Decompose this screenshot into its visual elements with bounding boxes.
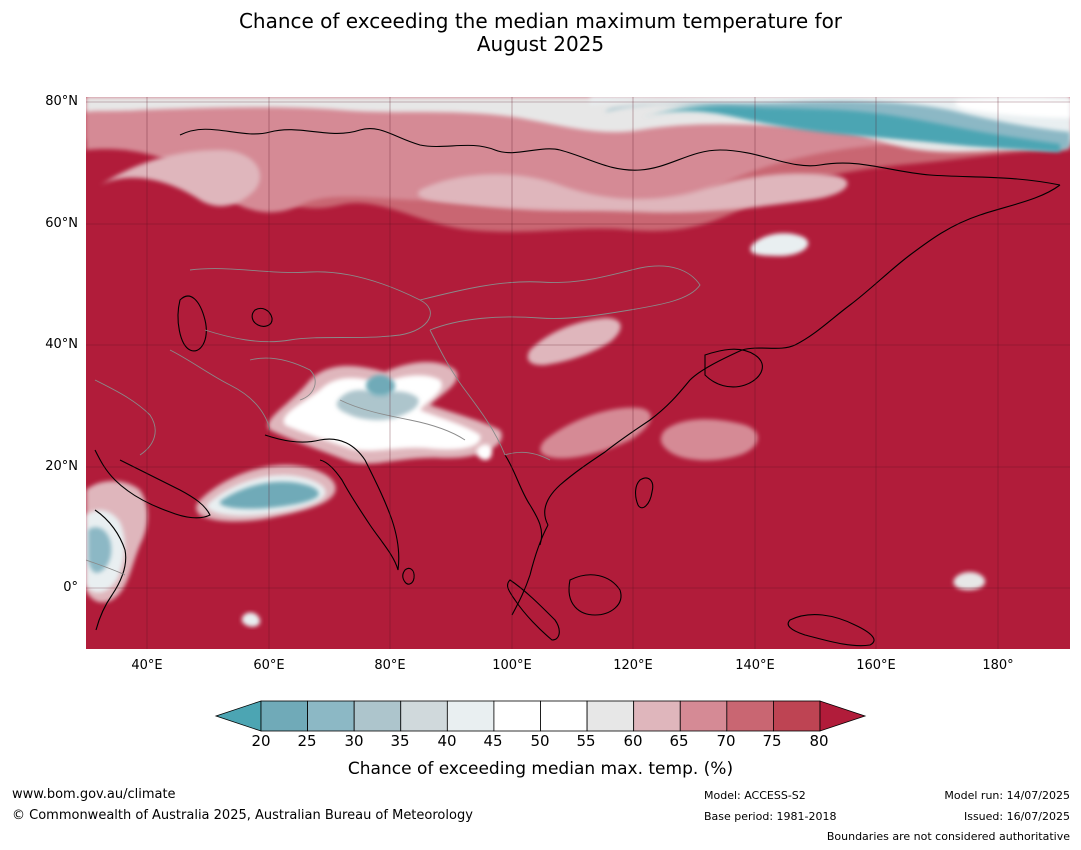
colorbar-tick-55: 55 (576, 732, 596, 750)
colorbar-tick-50: 50 (530, 732, 550, 750)
longitude-label-40e: 40°E (131, 658, 163, 673)
border-iran (169, 349, 271, 431)
latitude-label-equator: 0° (63, 580, 78, 595)
contour-25-tibet (365, 374, 396, 396)
border-mongolia-china (419, 265, 701, 331)
coastline-philippines (635, 477, 654, 509)
border-africa (86, 559, 126, 576)
latitude-label-40n: 40°N (45, 337, 78, 352)
footer-model-run: Model run: 14/07/2025 (944, 789, 1070, 802)
longitude-label-140e: 140°E (735, 658, 775, 673)
coastline-indochina (504, 454, 543, 546)
colorbar-cells (214, 700, 867, 732)
probability-contours (86, 97, 1070, 627)
colorbar-tick-45: 45 (483, 732, 503, 750)
footer-issued: Issued: 16/07/2025 (963, 810, 1070, 823)
footer-disclaimer: Boundaries are not considered authoritat… (826, 830, 1070, 843)
contour-60-northern-china (527, 318, 621, 366)
longitude-label-160e: 160°E (856, 658, 896, 673)
colorbar-cell-75-80 (773, 700, 821, 732)
contour-60-indian-ocean (241, 612, 261, 627)
coastline-east-asia (544, 349, 743, 526)
colorbar-tick-35: 35 (390, 732, 410, 750)
border-china-south (429, 329, 506, 456)
contour-35-tibet (336, 390, 419, 421)
coastline-india (264, 434, 400, 571)
latitude-label-60n: 60°N (45, 216, 78, 231)
footer-base-period: Base period: 1981-2018 (704, 810, 837, 823)
colorbar-extend-high (819, 700, 867, 732)
colorbar-tick-30: 30 (344, 732, 364, 750)
latitude-label-20n: 20°N (45, 459, 78, 474)
border-indochina (504, 451, 551, 461)
contour-white-india-east (476, 444, 492, 460)
longitude-label-180: 180° (982, 658, 1014, 673)
colorbar-tick-80: 80 (809, 732, 829, 750)
coastline-sumatra (506, 579, 560, 641)
map-title-line-2: August 2025 (476, 32, 605, 56)
colorbar-tick-70: 70 (716, 732, 736, 750)
colorbar-cell-25-30 (307, 700, 355, 732)
map-title-line-1: Chance of exceeding the median maximum t… (238, 9, 843, 33)
colorbar-cell-60-65 (633, 700, 681, 732)
contour-65-southern-china (540, 407, 651, 459)
coastline-new-guinea (787, 614, 875, 647)
country-borders (86, 265, 701, 576)
colorbar-cell-45-50 (493, 700, 541, 732)
colorbar-label: Chance of exceeding median max. temp. (%… (347, 759, 734, 779)
colorbar-tick-40: 40 (437, 732, 457, 750)
colorbar-tick-20: 20 (251, 732, 271, 750)
border-kazakhstan (189, 268, 431, 343)
contour-low-sakhalin (750, 233, 809, 256)
colorbar-cell-50-55 (540, 700, 588, 732)
contour-60-northern-russia (100, 150, 261, 207)
colorbar-tick-25: 25 (297, 732, 317, 750)
contour-white-far-east-coast (954, 98, 1070, 118)
colorbar-tick-60: 60 (623, 732, 643, 750)
coastline-borneo (568, 574, 622, 616)
coastline-aral-region (251, 307, 273, 327)
longitude-label-80e: 80°E (374, 658, 406, 673)
border-india-nepal (339, 399, 466, 441)
colorbar-cell-35-40 (400, 700, 448, 732)
border-afghanistan (249, 357, 316, 401)
footer-url: www.bom.gov.au/climate (12, 787, 176, 802)
longitude-label-100e: 100°E (492, 658, 532, 673)
latitude-label-80n: 80°N (45, 94, 78, 109)
colorbar-tick-65: 65 (669, 732, 689, 750)
colorbar-cell-70-75 (726, 700, 774, 732)
coastline-arctic-russia (179, 128, 1061, 186)
footer-copyright: © Commonwealth of Australia 2025, Austra… (12, 808, 473, 823)
colorbar-tick-75: 75 (762, 732, 782, 750)
colorbar-cell-65-70 (679, 700, 728, 732)
coastline-caspian-sea (177, 295, 207, 352)
longitude-label-120e: 120°E (613, 658, 653, 673)
coastline-east-africa (94, 509, 127, 631)
colorbar-cell-55-60 (586, 700, 635, 732)
colorbar (214, 700, 867, 732)
border-middle-east (94, 379, 156, 456)
coastline-japan (704, 348, 763, 388)
coastline-sri-lanka (402, 567, 415, 585)
contour-20-arctic-band (640, 105, 1060, 152)
contour-65-western-pacific (660, 419, 758, 461)
contour-60-central-siberia (418, 173, 848, 213)
colorbar-cell-20-25 (260, 700, 308, 732)
contour-60-central-pacific (953, 572, 986, 590)
colorbar-extend-low (214, 700, 262, 732)
contour-30-east-africa (88, 527, 112, 573)
footer-model: Model: ACCESS-S2 (704, 789, 806, 802)
coastline-arabian-peninsula (94, 449, 211, 519)
graticule (86, 97, 1070, 649)
colorbar-cell-40-45 (446, 700, 495, 732)
longitude-label-60e: 60°E (253, 658, 285, 673)
colorbar-cell-30-35 (353, 700, 402, 732)
